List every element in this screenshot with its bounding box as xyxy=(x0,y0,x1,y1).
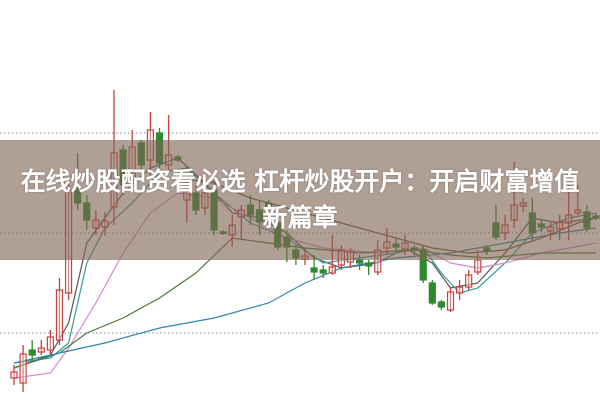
candle-body xyxy=(355,259,364,264)
candle xyxy=(437,300,446,310)
candle-body xyxy=(37,347,45,353)
candle-body xyxy=(446,291,455,311)
candle xyxy=(37,340,45,355)
title-banner xyxy=(0,140,600,260)
candle-body xyxy=(328,266,336,274)
article-title: 在线炒股配资看必选 杠杆炒股开户：开启财富增值新篇章 xyxy=(20,167,580,232)
candle xyxy=(28,340,36,360)
candle-body xyxy=(319,269,327,274)
candle-body xyxy=(455,286,464,294)
candle-body xyxy=(428,282,436,304)
candle xyxy=(319,265,327,278)
candle xyxy=(446,288,455,312)
candle xyxy=(19,345,27,392)
candle-body xyxy=(437,301,446,308)
candle-body xyxy=(465,274,473,288)
candle-body xyxy=(19,353,27,384)
candle-body xyxy=(46,336,54,351)
candle xyxy=(10,365,18,385)
candle-body xyxy=(310,267,318,273)
candle-body xyxy=(28,349,36,356)
candle xyxy=(465,270,473,290)
candle-body xyxy=(10,371,18,379)
candle xyxy=(46,330,54,355)
candle xyxy=(365,260,373,275)
candle-body xyxy=(474,259,482,273)
candle-body xyxy=(365,262,373,267)
candle xyxy=(55,278,64,345)
candle-body xyxy=(55,289,64,341)
candle xyxy=(455,280,464,300)
candle xyxy=(428,280,436,305)
